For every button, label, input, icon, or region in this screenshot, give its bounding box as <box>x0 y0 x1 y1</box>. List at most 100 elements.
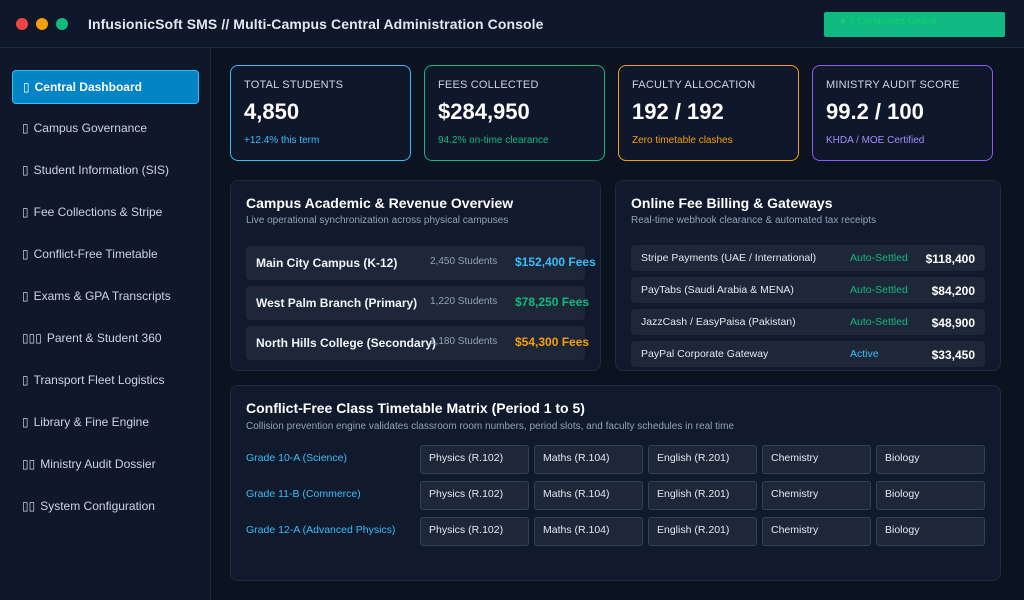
timetable-cell[interactable]: English (R.201) <box>648 445 757 474</box>
timetable-cell[interactable]: Biology <box>876 481 985 510</box>
library-icon: ▯ <box>22 415 29 429</box>
kpi-subtext: Zero timetable clashes <box>632 135 733 146</box>
timetable-cell[interactable]: Chemistry <box>762 517 871 546</box>
gateway-status: Active <box>850 348 879 360</box>
dashboard-icon: ▯ <box>23 80 30 94</box>
kpi-subtext: +12.4% this term <box>244 135 320 146</box>
bus-icon: ▯ <box>22 373 29 387</box>
app-title: InfusionicSoft SMS // Multi-Campus Centr… <box>88 16 544 32</box>
sidebar-item-ministry-audit-dossier[interactable]: ▯▯ Ministry Audit Dossier <box>12 448 199 482</box>
timetable-cell[interactable]: Physics (R.102) <box>420 517 529 546</box>
campus-panel-subtitle: Live operational synchronization across … <box>246 215 509 226</box>
kpi-subtext: 94.2% on-time clearance <box>438 135 549 146</box>
billing-panel-subtitle: Real-time webhook clearance & automated … <box>631 215 877 226</box>
kpi-label: FEES COLLECTED <box>438 79 539 91</box>
gateway-status: Auto-Settled <box>850 252 908 264</box>
gateway-amount: $118,400 <box>925 252 975 266</box>
kpi-card: TOTAL STUDENTS 4,850 +12.4% this term <box>230 65 411 161</box>
timetable-cell[interactable]: Physics (R.102) <box>420 445 529 474</box>
sidebar-item-fee-collections-stripe[interactable]: ▯ Fee Collections & Stripe <box>12 196 199 230</box>
sidebar-item-label: Exams & GPA Transcripts <box>33 289 171 303</box>
campus-row[interactable]: North Hills College (Secondary) 1,180 Stu… <box>246 326 589 360</box>
sidebar-item-central-dashboard[interactable]: ▯ Central Dashboard <box>12 70 199 104</box>
kpi-value: 4,850 <box>244 99 300 124</box>
timetable-grade-label[interactable]: Grade 10-A (Science) <box>246 452 347 464</box>
billing-panel-title: Online Fee Billing & Gateways <box>631 195 833 211</box>
timetable-cell[interactable]: Maths (R.104) <box>534 517 643 546</box>
timetable-panel: Conflict-Free Class Timetable Matrix (Pe… <box>230 385 1001 581</box>
campus-fees: $78,250 Fees <box>515 295 590 309</box>
timetable-cell[interactable]: English (R.201) <box>648 517 757 546</box>
timetable-cell[interactable]: Maths (R.104) <box>534 445 643 474</box>
settings-icon: ▯▯ <box>22 499 36 513</box>
sidebar-item-label: Parent & Student 360 <box>46 331 162 345</box>
maximize-window-button[interactable] <box>56 18 68 30</box>
minimize-window-button[interactable] <box>36 18 48 30</box>
sidebar-item-label: Conflict-Free Timetable <box>33 247 158 261</box>
campus-icon: ▯ <box>22 121 29 135</box>
gateway-row[interactable]: PayPal Corporate Gateway Active $33,450 <box>631 341 985 367</box>
sidebar-item-student-information-sis[interactable]: ▯ Student Information (SIS) <box>12 154 199 188</box>
kpi-card: FACULTY ALLOCATION 192 / 192 Zero timetabl… <box>618 65 799 161</box>
gateway-name: PayPal Corporate Gateway <box>641 348 769 360</box>
title-bar: InfusionicSoft SMS // Multi-Campus Centr… <box>0 0 1024 48</box>
campus-row[interactable]: West Palm Branch (Primary) 1,220 Students… <box>246 286 589 320</box>
sidebar: ▯ Central Dashboard ▯ Campus Governance ▯ Stu… <box>0 48 211 600</box>
gateway-name: Stripe Payments (UAE / International) <box>641 252 817 264</box>
sidebar-item-label: Central Dashboard <box>34 80 142 94</box>
timetable-cell[interactable]: Chemistry <box>762 481 871 510</box>
gateway-row[interactable]: Stripe Payments (UAE / International) Aut… <box>631 245 985 271</box>
gateway-amount: $48,900 <box>931 316 975 330</box>
sidebar-item-conflict-free-timetable[interactable]: ▯ Conflict-Free Timetable <box>12 238 199 272</box>
timetable-cell[interactable]: Physics (R.102) <box>420 481 529 510</box>
timetable-cell[interactable]: Maths (R.104) <box>534 481 643 510</box>
gateway-amount: $84,200 <box>931 284 975 298</box>
kpi-label: FACULTY ALLOCATION <box>632 79 756 91</box>
campus-name: North Hills College (Secondary) <box>256 336 437 350</box>
timetable-grade-label[interactable]: Grade 11-B (Commerce) <box>246 488 361 500</box>
sidebar-item-transport-fleet-logistics[interactable]: ▯ Transport Fleet Logistics <box>12 364 199 398</box>
kpi-label: TOTAL STUDENTS <box>244 79 344 91</box>
sidebar-item-parent-student-360[interactable]: ▯▯▯ Parent & Student 360 <box>12 322 199 356</box>
sidebar-item-label: Library & Fine Engine <box>33 415 150 429</box>
kpi-label: MINISTRY AUDIT SCORE <box>826 79 960 91</box>
kpi-card: MINISTRY AUDIT SCORE 99.2 / 100 KHDA / MOE… <box>812 65 993 161</box>
gateway-status: Auto-Settled <box>850 284 908 296</box>
gateway-row[interactable]: JazzCash / EasyPaisa (Pakistan) Auto-Sett… <box>631 309 985 335</box>
gateway-row[interactable]: PayTabs (Saudi Arabia & MENA) Auto-Settle… <box>631 277 985 303</box>
close-window-button[interactable] <box>16 18 28 30</box>
gateway-amount: $33,450 <box>931 348 975 362</box>
sidebar-item-label: Ministry Audit Dossier <box>40 457 156 471</box>
kpi-value: $284,950 <box>438 99 530 124</box>
exam-icon: ▯ <box>22 289 29 303</box>
campus-status-badge: ● 3 Campuses Online <box>824 12 1005 37</box>
sidebar-item-label: Student Information (SIS) <box>33 163 170 177</box>
sidebar-item-library-fine-engine[interactable]: ▯ Library & Fine Engine <box>12 406 199 440</box>
sidebar-item-campus-governance[interactable]: ▯ Campus Governance <box>12 112 199 146</box>
campus-fees: $152,400 Fees <box>515 255 596 269</box>
campus-name: West Palm Branch (Primary) <box>256 296 418 310</box>
gateway-name: JazzCash / EasyPaisa (Pakistan) <box>641 316 796 328</box>
campus-student-count: 1,220 Students <box>430 296 498 307</box>
campus-student-count: 2,450 Students <box>430 256 498 267</box>
sidebar-item-exams-gpa-transcripts[interactable]: ▯ Exams & GPA Transcripts <box>12 280 199 314</box>
timetable-cell[interactable]: Chemistry <box>762 445 871 474</box>
sidebar-item-label: Transport Fleet Logistics <box>33 373 165 387</box>
timetable-cell[interactable]: Biology <box>876 445 985 474</box>
fees-icon: ▯ <box>22 205 29 219</box>
sidebar-item-label: System Configuration <box>40 499 155 513</box>
timetable-grade-label[interactable]: Grade 12-A (Advanced Physics) <box>246 524 396 536</box>
timetable-cell[interactable]: English (R.201) <box>648 481 757 510</box>
campus-row[interactable]: Main City Campus (K-12) 2,450 Students $15… <box>246 246 596 280</box>
family-icon: ▯▯▯ <box>22 331 42 345</box>
timetable-title: Conflict-Free Class Timetable Matrix (Pe… <box>246 400 585 416</box>
timetable-icon: ▯ <box>22 247 29 261</box>
kpi-subtext: KHDA / MOE Certified <box>826 135 925 146</box>
sidebar-item-system-configuration[interactable]: ▯▯ System Configuration <box>12 490 199 524</box>
fee-billing-panel: Online Fee Billing & Gateways Real-time … <box>615 180 1001 371</box>
audit-icon: ▯▯ <box>22 457 36 471</box>
kpi-card: FEES COLLECTED $284,950 94.2% on-time clea… <box>424 65 605 161</box>
timetable-cell[interactable]: Biology <box>876 517 985 546</box>
campus-fees: $54,300 Fees <box>515 335 590 349</box>
gateway-status: Auto-Settled <box>850 316 908 328</box>
